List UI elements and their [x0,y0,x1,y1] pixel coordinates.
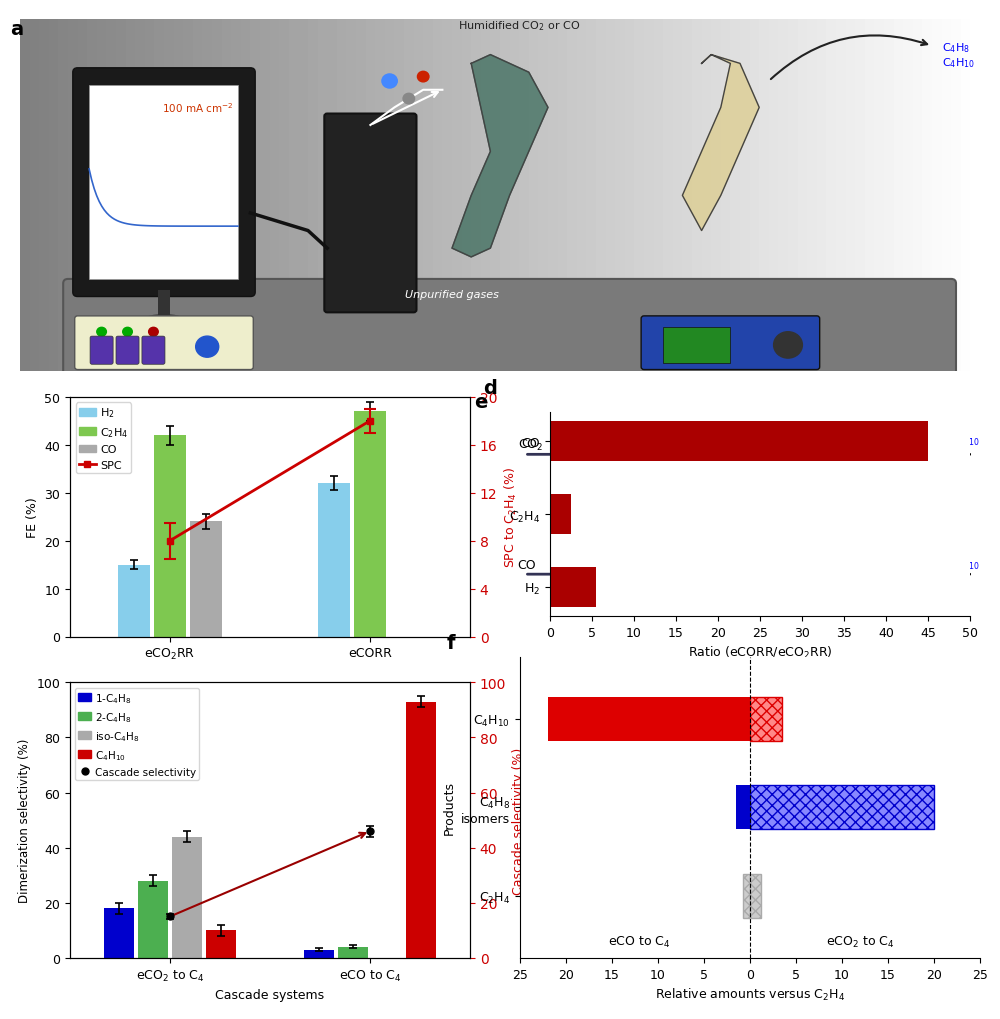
Bar [190,522,222,637]
FancyBboxPatch shape [90,336,113,365]
Bar [663,328,730,363]
Bar [750,697,782,741]
Bar [750,786,934,829]
Text: f: f [446,633,455,652]
Bar [750,874,761,918]
Text: Electrolyser: Electrolyser [594,425,667,437]
Bar [354,412,386,637]
Ellipse shape [145,315,183,324]
Bar [550,422,928,462]
X-axis label: Relative amounts versus C$_2$H$_4$: Relative amounts versus C$_2$H$_4$ [655,986,845,1003]
Bar [172,837,202,958]
Text: C$_4$H$_8$
C$_4$H$_{10}$: C$_4$H$_8$ C$_4$H$_{10}$ [942,41,975,70]
Text: eCO to C$_4$: eCO to C$_4$ [608,933,671,949]
X-axis label: Ratio (eCORR/eCO$_2$RR): Ratio (eCORR/eCO$_2$RR) [688,645,832,661]
Text: C$_2$H$_4$, C$_4$H$_{10}$: C$_2$H$_4$, C$_4$H$_{10}$ [913,558,980,572]
Circle shape [123,328,132,336]
Text: 100 mA cm$^{-2}$: 100 mA cm$^{-2}$ [162,101,233,115]
FancyBboxPatch shape [142,336,165,365]
FancyBboxPatch shape [75,317,253,370]
Text: a: a [10,20,24,40]
Text: Dimerization: Dimerization [830,425,909,437]
Circle shape [196,336,219,358]
Bar [548,697,750,741]
Bar [819,417,920,598]
Text: eCO$_2$ to C$_4$: eCO$_2$ to C$_4$ [826,933,895,949]
FancyBboxPatch shape [641,317,820,370]
Text: Unpurified gases: Unpurified gases [405,289,499,300]
Bar [118,565,150,637]
Bar [318,484,350,637]
Bar [736,786,750,829]
Text: d: d [483,378,497,397]
Text: Humidified CO$_2$ or CO: Humidified CO$_2$ or CO [458,19,580,33]
Polygon shape [682,55,759,231]
Text: CO$_2$: CO$_2$ [518,438,543,452]
Bar [338,947,368,958]
Bar [580,417,681,598]
Y-axis label: SPC to C$_2$H$_4$ (%): SPC to C$_2$H$_4$ (%) [503,467,519,568]
Circle shape [774,332,802,359]
Legend: H$_2$, C$_2$H$_4$, CO, SPC: H$_2$, C$_2$H$_4$, CO, SPC [76,403,131,474]
FancyBboxPatch shape [73,68,255,298]
Circle shape [417,72,429,83]
Circle shape [97,328,106,336]
Circle shape [403,94,415,105]
Bar [550,568,596,607]
Legend: 1-C$_4$H$_8$, 2-C$_4$H$_8$, iso-C$_4$H$_8$, C$_4$H$_{10}$, Cascade selectivity: 1-C$_4$H$_8$, 2-C$_4$H$_8$, iso-C$_4$H$_… [75,688,199,781]
Y-axis label: Dimerization selectivity (%): Dimerization selectivity (%) [18,738,31,903]
Text: Unpurified
C$_2$H$_4$: Unpurified C$_2$H$_4$ [719,483,781,514]
Bar [138,880,168,958]
Y-axis label: FE (%): FE (%) [26,497,39,537]
Bar [154,436,186,637]
Text: CO, H$_2$: CO, H$_2$ [704,557,744,573]
X-axis label: Cascade systems: Cascade systems [215,988,325,1002]
Bar [104,908,134,958]
Bar [550,494,571,535]
Bar [304,950,334,958]
Polygon shape [452,55,548,258]
Text: e: e [474,392,488,412]
Text: CO$_2$, CO, H$_2$: CO$_2$, CO, H$_2$ [704,433,775,448]
Y-axis label: Cascade selectivity (%): Cascade selectivity (%) [512,747,525,894]
Circle shape [149,328,158,336]
Bar [406,702,436,958]
Text: C$_2$H$_4$, C$_4$H$_8$, C$_4$H$_{10}$: C$_2$H$_4$, C$_4$H$_8$, C$_4$H$_{10}$ [879,434,980,447]
Bar [158,291,170,319]
Bar [89,87,238,279]
Text: CO: CO [518,558,536,572]
Y-axis label: Products: Products [443,781,456,835]
FancyBboxPatch shape [116,336,139,365]
FancyBboxPatch shape [63,279,956,376]
FancyBboxPatch shape [324,114,416,313]
Bar [743,874,750,918]
Circle shape [382,74,397,89]
Bar [206,930,236,958]
